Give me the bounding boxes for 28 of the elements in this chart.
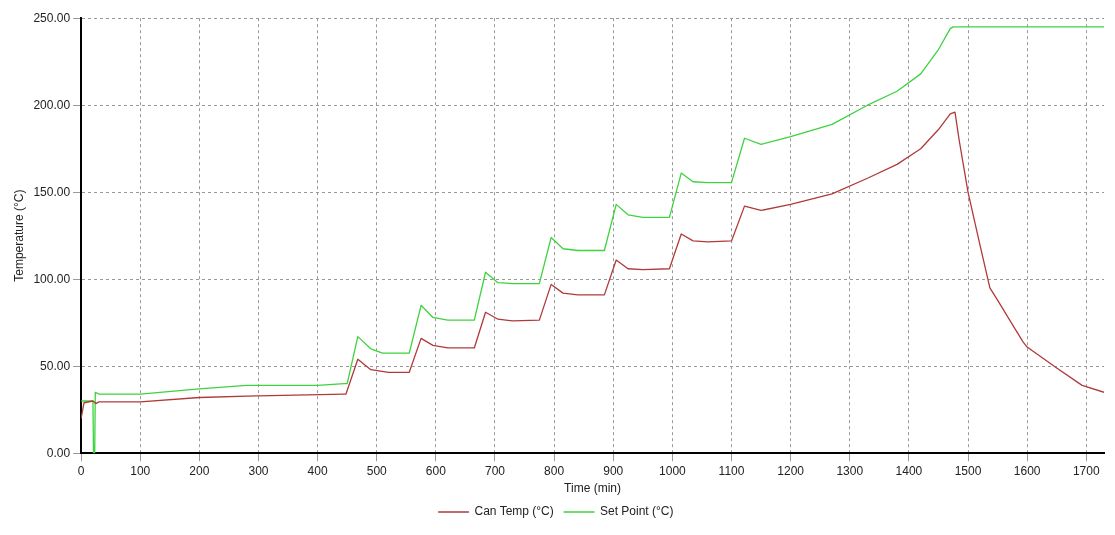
x-tick-label: 400 xyxy=(307,463,328,478)
legend-label: Can Temp (°C) xyxy=(474,504,554,519)
y-tick-label: 0.00 xyxy=(46,445,71,460)
y-axis-title: Temperature (°C) xyxy=(11,189,26,282)
y-tick-label: 150.00 xyxy=(33,184,71,199)
x-tick-label: 700 xyxy=(484,463,506,478)
x-tick-label: 900 xyxy=(603,463,624,478)
x-tick-label: 1500 xyxy=(954,463,982,478)
x-tick-label: 1400 xyxy=(895,463,923,478)
y-tick-label: 50.00 xyxy=(40,358,71,373)
x-tick-label: 1300 xyxy=(836,463,864,478)
x-tick-label: 1200 xyxy=(777,463,805,478)
x-tick-label: 600 xyxy=(425,463,447,478)
x-tick-label: 0 xyxy=(77,463,85,478)
x-tick-label: 1600 xyxy=(1013,463,1041,478)
y-tick-label: 250.00 xyxy=(33,10,71,25)
x-tick-label: 1100 xyxy=(718,463,745,478)
y-tick-label: 200.00 xyxy=(33,97,71,112)
x-tick-label: 1000 xyxy=(659,463,687,478)
x-tick-label: 1700 xyxy=(1072,463,1100,478)
legend-label: Set Point (°C) xyxy=(600,504,674,519)
x-tick-label: 300 xyxy=(248,463,269,478)
x-axis-title: Time (min) xyxy=(564,481,621,496)
y-tick-label: 100.00 xyxy=(33,271,71,286)
x-tick-label: 500 xyxy=(366,463,388,478)
x-tick-label: 100 xyxy=(130,463,151,478)
x-tick-label: 800 xyxy=(544,463,565,478)
x-tick-label: 200 xyxy=(189,463,210,478)
